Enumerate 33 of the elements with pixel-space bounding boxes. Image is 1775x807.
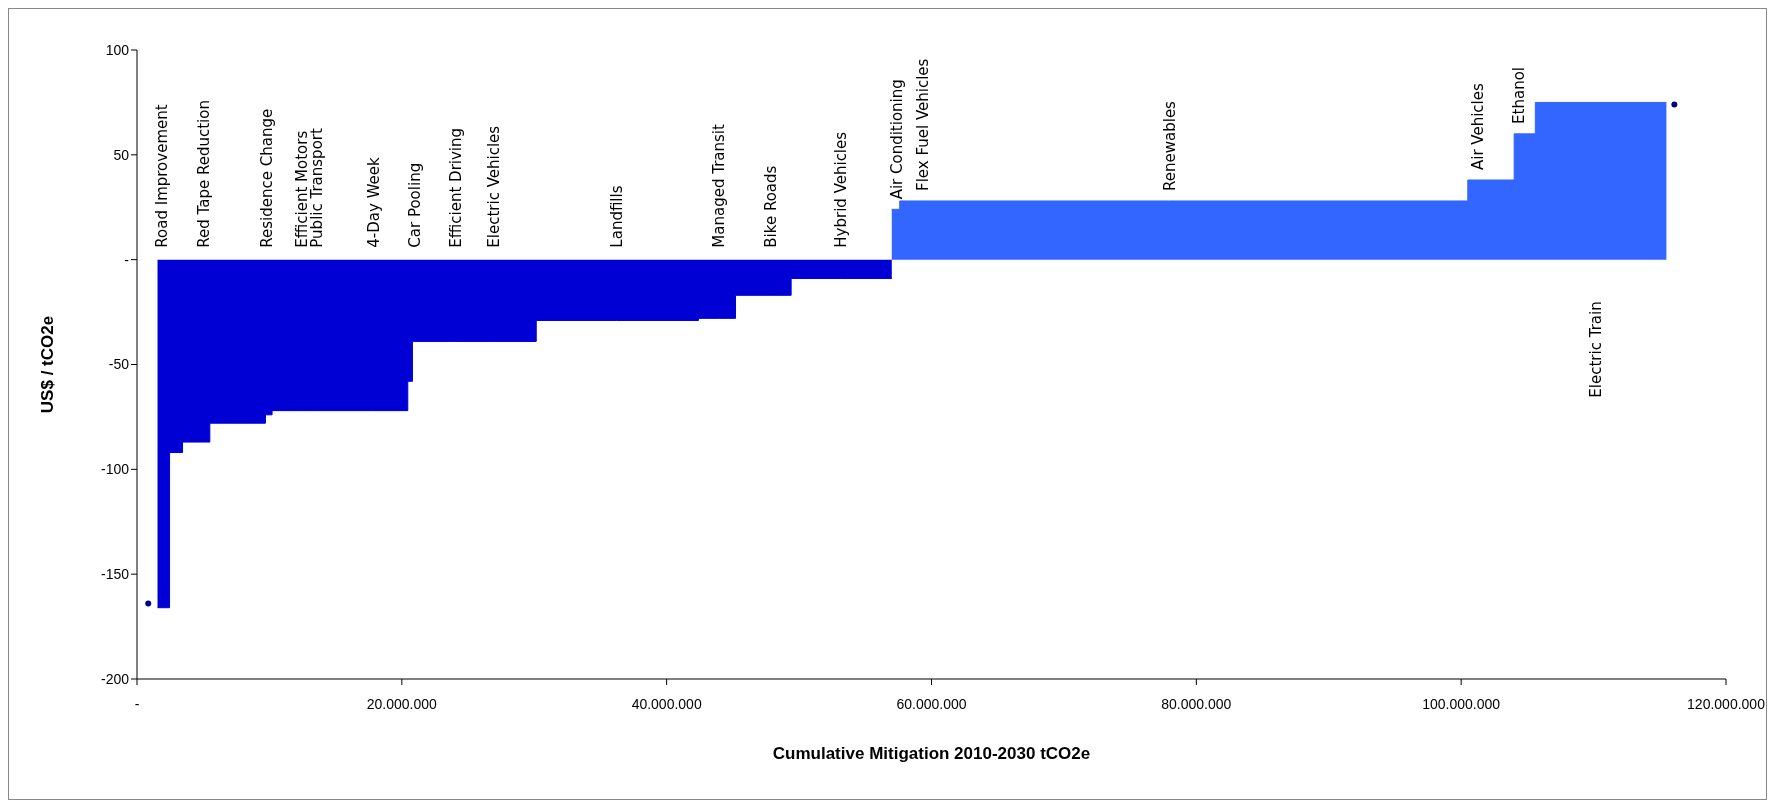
x-tick-label: 20.000.000 (366, 695, 438, 712)
x-tick-label: 80.000.000 (1161, 695, 1232, 712)
annotation: Air Conditioning (887, 79, 906, 200)
x-tick-label: 40.000.000 (631, 695, 702, 712)
annotation: Air Vehicles (1469, 82, 1488, 170)
y-tick-label: 100 (105, 41, 130, 58)
annotation: 4-Day Week (364, 156, 383, 248)
annotation: Efficient Driving (446, 127, 465, 248)
x-axis-title: Cumulative Mitigation 2010-2030 tCO2e (772, 744, 1091, 763)
annotation: Car Pooling (405, 162, 424, 248)
annotation: Road Improvement (153, 104, 172, 248)
annotation: Hybrid Vehicles (832, 131, 851, 248)
x-tick-label: 60.000.000 (896, 695, 967, 712)
y-tick-label: - (124, 251, 130, 268)
y-tick-label: -150 (100, 566, 130, 583)
y-tick-label: -100 (100, 461, 130, 478)
annotation: Electric Train (1586, 301, 1605, 398)
x-tick-label: 120.000.000 (1687, 695, 1766, 712)
annotation: Ethanol (1510, 66, 1529, 124)
annotation: Red Tape Reduction (194, 100, 213, 248)
annotation: Landfills (608, 185, 627, 248)
annotation: Public Transport (307, 128, 326, 248)
y-tick-label: -200 (100, 670, 130, 687)
annotation: Residence Change (258, 108, 277, 248)
y-tick-label: 50 (113, 146, 130, 163)
annotation: Flex Fuel Vehicles (914, 58, 933, 191)
annotation: Bike Roads (761, 165, 780, 248)
annotation: Renewables (1160, 100, 1179, 191)
annotation: Electric Vehicles (485, 125, 504, 248)
annotation: Managed Transit (710, 123, 729, 248)
y-axis-title: US$ / tCO2e (38, 315, 58, 414)
y-tick-label: -50 (108, 356, 130, 373)
x-tick-label: 100.000.000 (1422, 695, 1501, 712)
